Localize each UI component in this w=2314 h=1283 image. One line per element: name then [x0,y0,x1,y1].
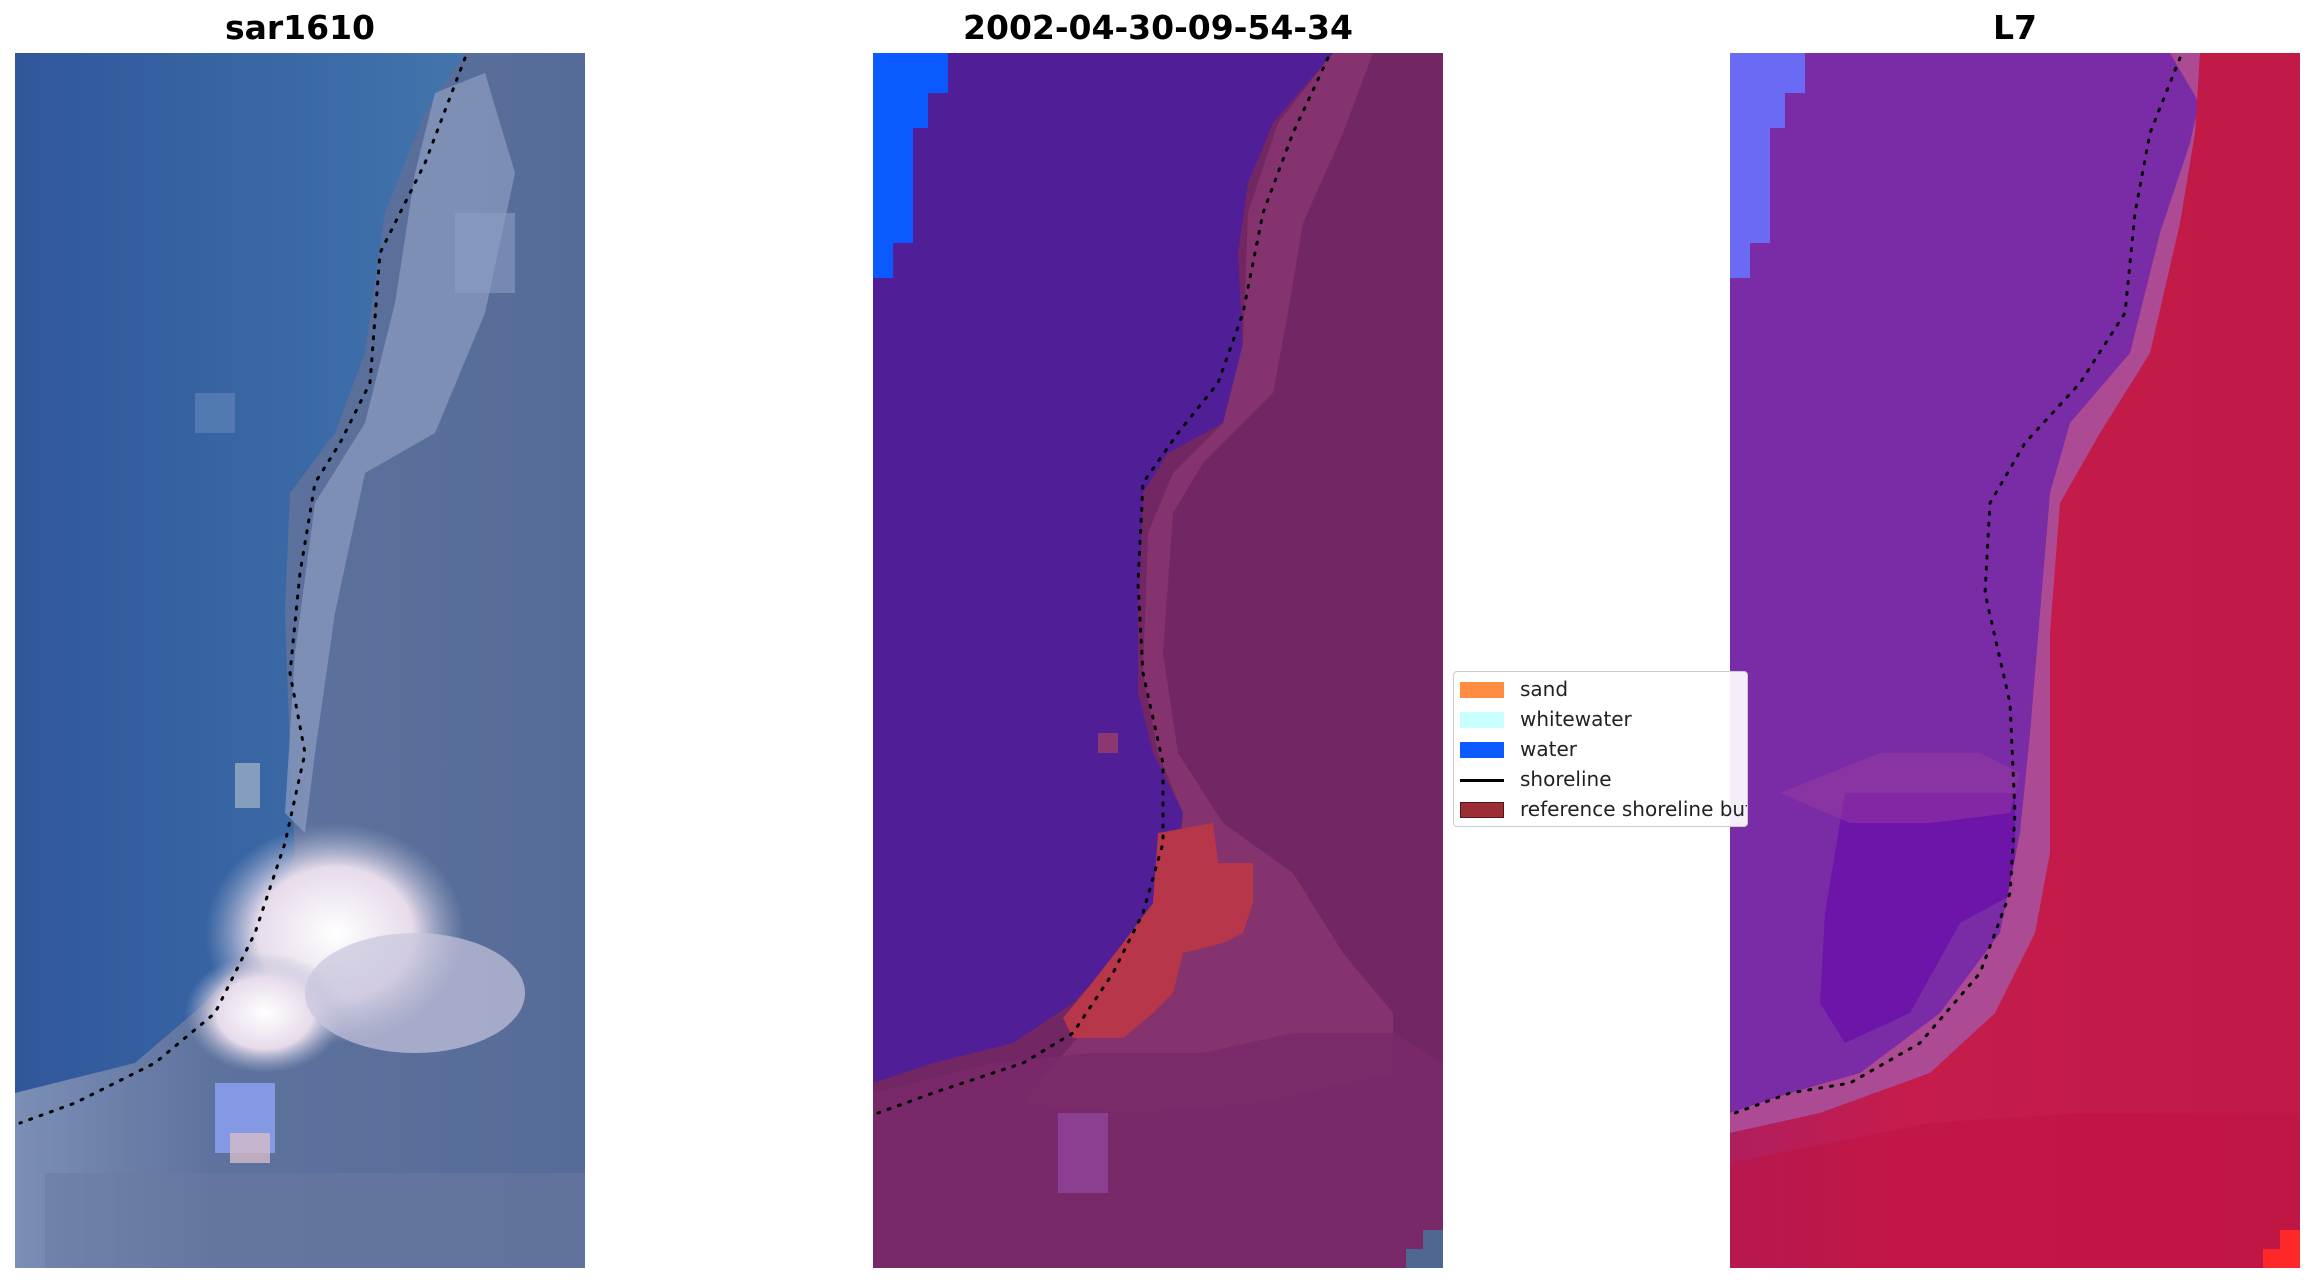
legend-label-water: water [1520,737,1577,761]
legend-label-shoreline: shoreline [1520,767,1612,791]
panel-title-index: L7 [1993,8,2037,47]
legend-item-reference-buffer: reference shoreline buffer [1454,794,1747,824]
legend-item-shoreline: shoreline [1454,764,1747,794]
legend-swatch-water [1460,742,1504,758]
legend-item-water: water [1454,734,1747,764]
legend-label-reference-buffer: reference shoreline buffer [1520,797,1747,821]
legend-label-whitewater: whitewater [1520,707,1632,731]
rgb-image-panel [15,53,585,1268]
legend-item-whitewater: whitewater [1454,704,1747,734]
classified-image-panel [873,53,1443,1268]
legend-line-shoreline [1460,779,1504,782]
legend-item-sand: sand [1454,674,1747,704]
legend: sand whitewater water shoreline referenc… [1453,671,1748,827]
index-image-panel [1730,53,2300,1268]
panel-title-classified: 2002-04-30-09-54-34 [963,8,1353,47]
legend-swatch-whitewater [1460,712,1504,728]
panel-title-rgb: sar1610 [224,8,376,47]
legend-swatch-sand [1460,682,1504,698]
legend-swatch-reference-buffer [1460,802,1504,818]
legend-label-sand: sand [1520,677,1569,701]
